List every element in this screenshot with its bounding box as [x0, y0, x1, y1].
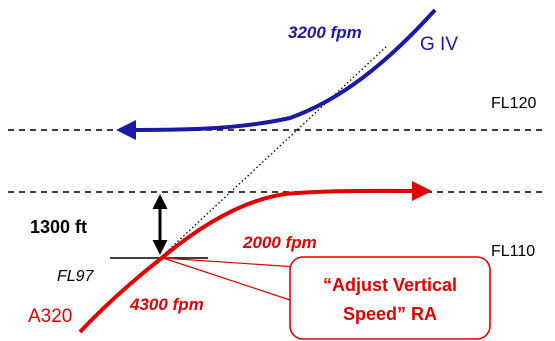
giv-name-label: G IV: [420, 34, 458, 55]
giv-rate-label: 3200 fpm: [288, 23, 362, 42]
ra-callout-box: [289, 256, 491, 340]
callout-text-line2: Speed” RA: [343, 304, 437, 324]
separation-label: 1300 ft: [30, 217, 87, 237]
a320-rate-before-label: 4300 fpm: [129, 295, 204, 314]
fl120-label: FL120: [491, 95, 536, 112]
callout-text-line1: “Adjust Vertical: [323, 275, 457, 295]
fl110-label: FL110: [491, 243, 535, 260]
a320-name-label: A320: [28, 306, 72, 327]
callout-pointer-upper: [162, 257, 313, 269]
fl97-label: FL97: [57, 268, 95, 285]
giv-flight-path: [116, 8, 437, 140]
projection-line: [159, 45, 388, 259]
a320-flight-path: [78, 180, 432, 334]
a320-rate-after-label: 2000 fpm: [242, 233, 317, 252]
callout-pointer-lower: [162, 257, 291, 301]
